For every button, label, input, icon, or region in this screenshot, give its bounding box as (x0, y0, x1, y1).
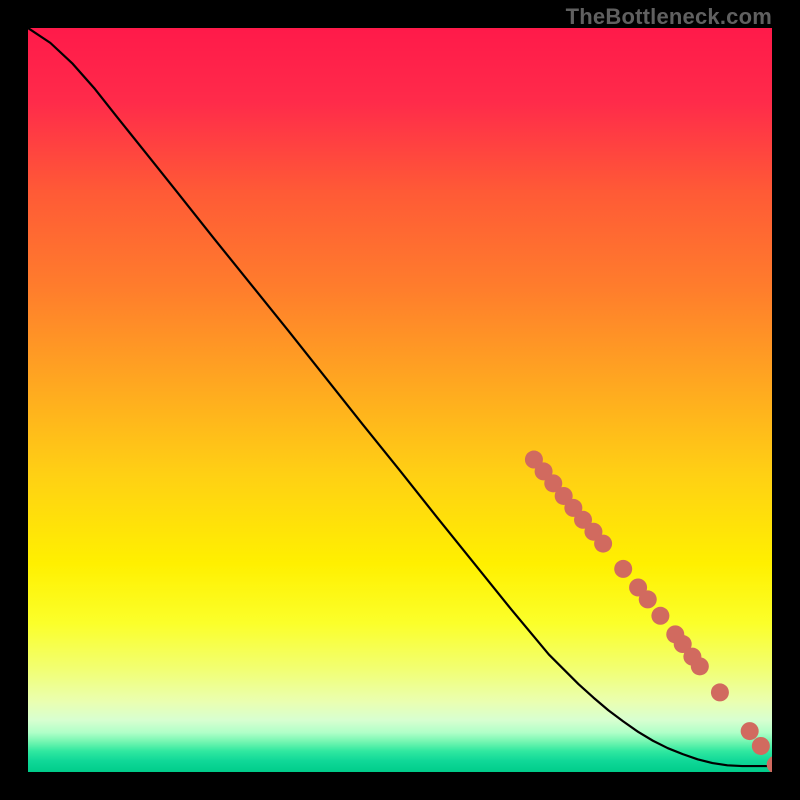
chart-marker (691, 657, 709, 675)
chart-svg (28, 28, 772, 772)
chart-marker (752, 737, 770, 755)
watermark-text: TheBottleneck.com (566, 4, 772, 30)
chart-marker (711, 683, 729, 701)
chart-marker (639, 590, 657, 608)
chart-marker (594, 535, 612, 553)
chart-marker (651, 607, 669, 625)
chart-plot-area (28, 28, 772, 772)
chart-marker (741, 722, 759, 740)
chart-marker (614, 560, 632, 578)
chart-background (28, 28, 772, 772)
